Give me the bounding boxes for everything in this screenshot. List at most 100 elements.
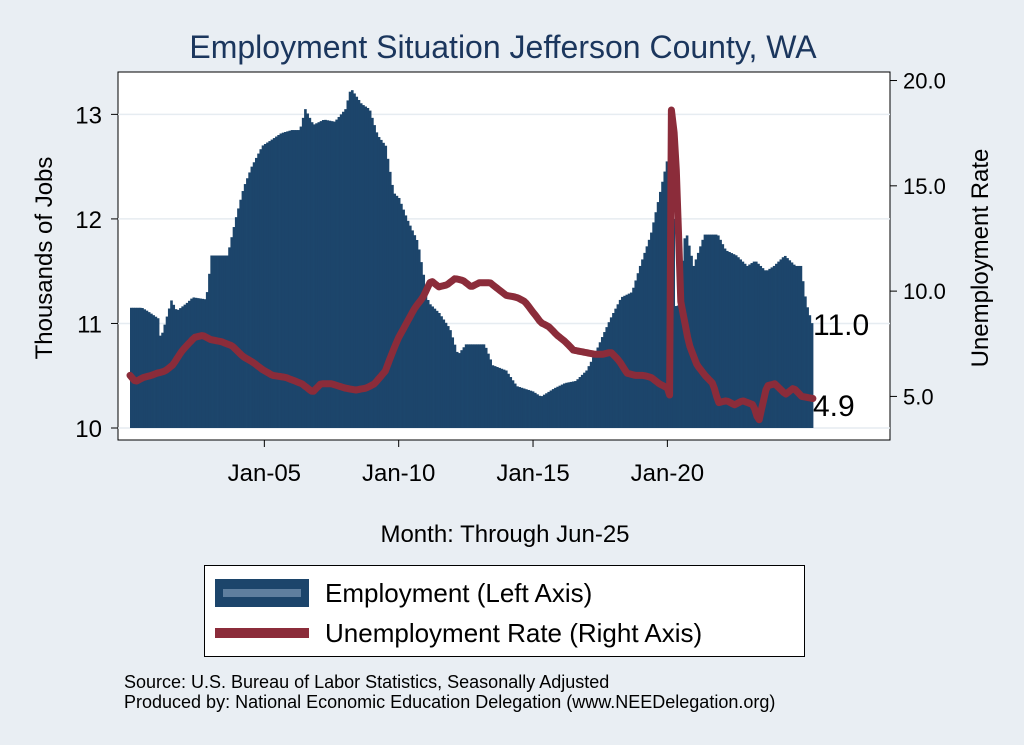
employment-bar xyxy=(504,370,508,428)
y-right-tick-label: 5.0 xyxy=(903,384,934,409)
employment-bar xyxy=(799,265,803,428)
employment-bar xyxy=(781,257,785,428)
employment-bar xyxy=(491,365,495,428)
employment-bar xyxy=(288,130,292,428)
employment-bar xyxy=(232,227,236,428)
employment-bar xyxy=(509,377,513,428)
x-tick-label: Jan-15 xyxy=(496,460,569,487)
employment-bar xyxy=(719,239,722,428)
employment-bar xyxy=(600,337,604,428)
employment-bar xyxy=(674,306,678,428)
employment-bar xyxy=(502,369,506,428)
employment-bar xyxy=(257,153,260,428)
employment-bar xyxy=(797,265,801,428)
employment-bar xyxy=(484,347,488,428)
employment-bar xyxy=(295,130,298,429)
employment-bar xyxy=(487,353,490,428)
employment-bar xyxy=(460,350,463,428)
employment-bar xyxy=(721,244,725,428)
employment-bar xyxy=(578,377,582,428)
produced-by-note: Produced by: National Economic Education… xyxy=(124,692,776,712)
footer: Source: U.S. Bureau of Labor Statistics,… xyxy=(124,672,775,712)
employment-bar xyxy=(743,263,747,428)
employment-bar xyxy=(205,292,209,428)
employment-bar xyxy=(261,145,265,428)
employment-bar xyxy=(364,106,367,429)
employment-bar xyxy=(388,171,392,429)
legend-swatch-employment xyxy=(215,579,309,607)
employment-bar xyxy=(359,103,363,428)
employment-bar xyxy=(545,393,548,428)
employment-bar xyxy=(772,265,776,428)
employment-bar xyxy=(518,387,521,428)
employment-bar xyxy=(694,259,698,428)
legend-label-employment: Employment (Left Axis) xyxy=(325,577,593,608)
employment-bar xyxy=(469,344,472,428)
employment-bar xyxy=(438,313,441,428)
employment-bar xyxy=(234,217,238,428)
employment-bar xyxy=(397,198,401,428)
employment-bar xyxy=(725,250,729,428)
employment-bar xyxy=(201,298,205,428)
employment-bar xyxy=(455,351,459,428)
employment-bar xyxy=(734,255,738,428)
employment-bar xyxy=(342,111,345,428)
employment-bar xyxy=(284,132,287,428)
employment-bar xyxy=(337,116,341,428)
employment-bar xyxy=(625,294,629,428)
employment-bar xyxy=(386,158,390,429)
employment-bar xyxy=(136,307,140,428)
employment-bar xyxy=(792,264,796,428)
employment-bar xyxy=(141,308,144,428)
employment-bar xyxy=(319,121,323,429)
employment-bar xyxy=(317,122,321,428)
employment-bar xyxy=(761,268,765,428)
employment-bar xyxy=(480,344,484,428)
employment-bar xyxy=(339,114,343,429)
employment-bar xyxy=(464,344,468,428)
employment-bar xyxy=(272,138,276,428)
employment-bar xyxy=(489,359,492,428)
employment-bar xyxy=(446,326,450,428)
employment-bar xyxy=(592,357,595,428)
employment-bar xyxy=(433,308,437,428)
employment-bar xyxy=(333,121,336,428)
employment-bar xyxy=(183,304,187,428)
employment-bar xyxy=(701,239,705,428)
employment-bar xyxy=(292,130,296,429)
employment-bar xyxy=(188,300,191,428)
employment-bar xyxy=(770,267,774,428)
employment-bar xyxy=(196,298,200,428)
employment-bar xyxy=(366,107,370,428)
employment-bar xyxy=(603,332,606,428)
employment-bar xyxy=(500,368,504,428)
employment-bar xyxy=(661,181,664,428)
employment-bar xyxy=(583,372,586,428)
employment-bar xyxy=(304,109,307,428)
employment-bar xyxy=(230,237,234,428)
employment-bar xyxy=(612,313,615,428)
employment-bar xyxy=(614,308,617,428)
employment-bar xyxy=(237,208,240,428)
legend: Employment (Left Axis) Unemployment Rate… xyxy=(204,565,805,657)
unemployment-line xyxy=(126,106,817,424)
employment-bar xyxy=(208,273,211,428)
employment-bar xyxy=(551,389,555,428)
employment-bar xyxy=(411,230,414,428)
employment-bar xyxy=(567,382,571,428)
axes: 10 11 12 13 5.0 10.0 15.0 20.0 Jan-05 Jan-10 Jan-1… xyxy=(75,69,946,487)
employment-bar xyxy=(540,396,544,428)
employment-bar xyxy=(565,382,568,428)
employment-bar xyxy=(344,109,347,428)
employment-bar xyxy=(453,344,457,428)
employment-bar xyxy=(750,263,754,428)
employment-bar xyxy=(266,142,269,428)
employment-bar xyxy=(199,298,202,428)
employment-bar xyxy=(634,280,638,428)
employment-bar xyxy=(377,137,381,428)
employment-bar xyxy=(328,120,332,428)
employment-bar xyxy=(746,265,749,428)
employment-bar xyxy=(190,298,193,428)
employment-bar xyxy=(650,232,653,428)
employment-bar xyxy=(368,110,372,428)
